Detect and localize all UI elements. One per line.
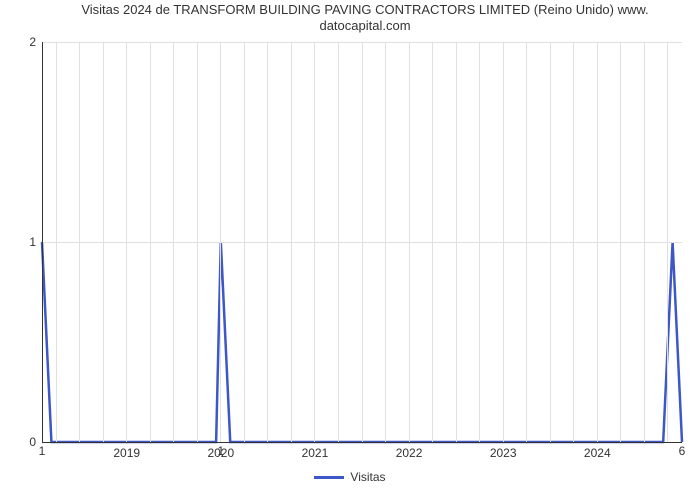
legend: Visitas — [0, 470, 700, 484]
grid-line-vertical — [667, 42, 668, 442]
data-point-label: 1 — [39, 442, 46, 458]
grid-line-vertical — [644, 42, 645, 442]
chart-title-line1: Visitas 2024 de TRANSFORM BUILDING PAVIN… — [81, 2, 648, 17]
x-tick-label: 2024 — [584, 442, 611, 460]
grid-line-vertical — [456, 42, 457, 442]
grid-line-vertical — [267, 42, 268, 442]
x-tick-label: 2022 — [396, 442, 423, 460]
grid-line-vertical — [409, 42, 410, 442]
grid-line-vertical — [150, 42, 151, 442]
grid-line-vertical — [503, 42, 504, 442]
plot-area: 012201920202021202220232024116 — [42, 42, 682, 442]
grid-line-vertical — [432, 42, 433, 442]
grid-line-vertical — [197, 42, 198, 442]
grid-line-vertical — [173, 42, 174, 442]
grid-line-vertical — [220, 42, 221, 442]
grid-line-vertical — [79, 42, 80, 442]
chart-title-line2: datocapital.com — [319, 18, 410, 33]
chart-title: Visitas 2024 de TRANSFORM BUILDING PAVIN… — [40, 2, 690, 35]
grid-line-vertical — [314, 42, 315, 442]
grid-line-vertical — [597, 42, 598, 442]
grid-line-vertical — [103, 42, 104, 442]
grid-line-vertical — [479, 42, 480, 442]
legend-swatch — [314, 476, 344, 479]
x-axis-line — [42, 442, 682, 443]
grid-line-vertical — [620, 42, 621, 442]
y-axis-line — [42, 42, 43, 442]
grid-line-vertical — [338, 42, 339, 442]
x-tick-label: 2019 — [113, 442, 140, 460]
grid-line-vertical — [362, 42, 363, 442]
data-point-label: 6 — [679, 442, 686, 458]
legend-label: Visitas — [350, 470, 385, 484]
grid-line-vertical — [573, 42, 574, 442]
grid-line-vertical — [385, 42, 386, 442]
x-tick-label: 2021 — [302, 442, 329, 460]
grid-line-vertical — [550, 42, 551, 442]
y-tick-label: 1 — [29, 235, 42, 249]
y-tick-label: 2 — [29, 35, 42, 49]
grid-line-vertical — [244, 42, 245, 442]
grid-line-vertical — [526, 42, 527, 442]
grid-line-vertical — [56, 42, 57, 442]
x-tick-label: 2023 — [490, 442, 517, 460]
grid-line-vertical — [291, 42, 292, 442]
data-point-label: 1 — [217, 442, 224, 458]
chart-container: Visitas 2024 de TRANSFORM BUILDING PAVIN… — [0, 0, 700, 500]
grid-line-vertical — [126, 42, 127, 442]
